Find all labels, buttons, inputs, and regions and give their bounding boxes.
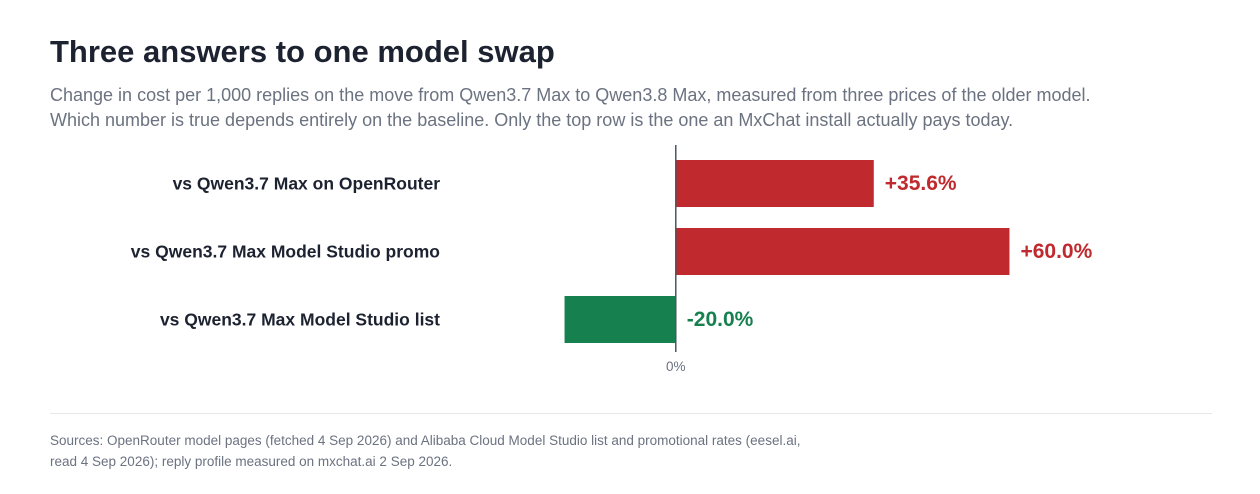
zero-tick-label: 0% [666,359,686,374]
bar [675,228,1010,275]
subtitle-line: Which number is true depends entirely on… [50,110,1014,130]
subtitle-line: Change in cost per 1,000 replies on the … [50,85,1091,105]
chart-title: Three answers to one model swap [50,34,555,69]
bar-chart: vs Qwen3.7 Max on OpenRouter +35.6% vs Qwe… [131,145,1093,374]
bar [675,160,874,207]
data-label: +35.6% [885,172,957,195]
source-line: Sources: OpenRouter model pages (fetched… [50,433,801,448]
footer-divider [50,413,1212,414]
category-label: vs Qwen3.7 Max Model Studio promo [131,242,440,262]
source-line: read 4 Sep 2026); reply profile measured… [50,454,453,469]
bar [564,296,676,343]
source-note: Sources: OpenRouter model pages (fetched… [50,430,800,472]
chart-subtitle: Change in cost per 1,000 replies on the … [50,83,1220,133]
data-label: -20.0% [687,308,754,331]
category-label: vs Qwen3.7 Max Model Studio list [160,310,440,330]
data-label: +60.0% [1020,240,1092,263]
category-label: vs Qwen3.7 Max on OpenRouter [173,174,441,194]
